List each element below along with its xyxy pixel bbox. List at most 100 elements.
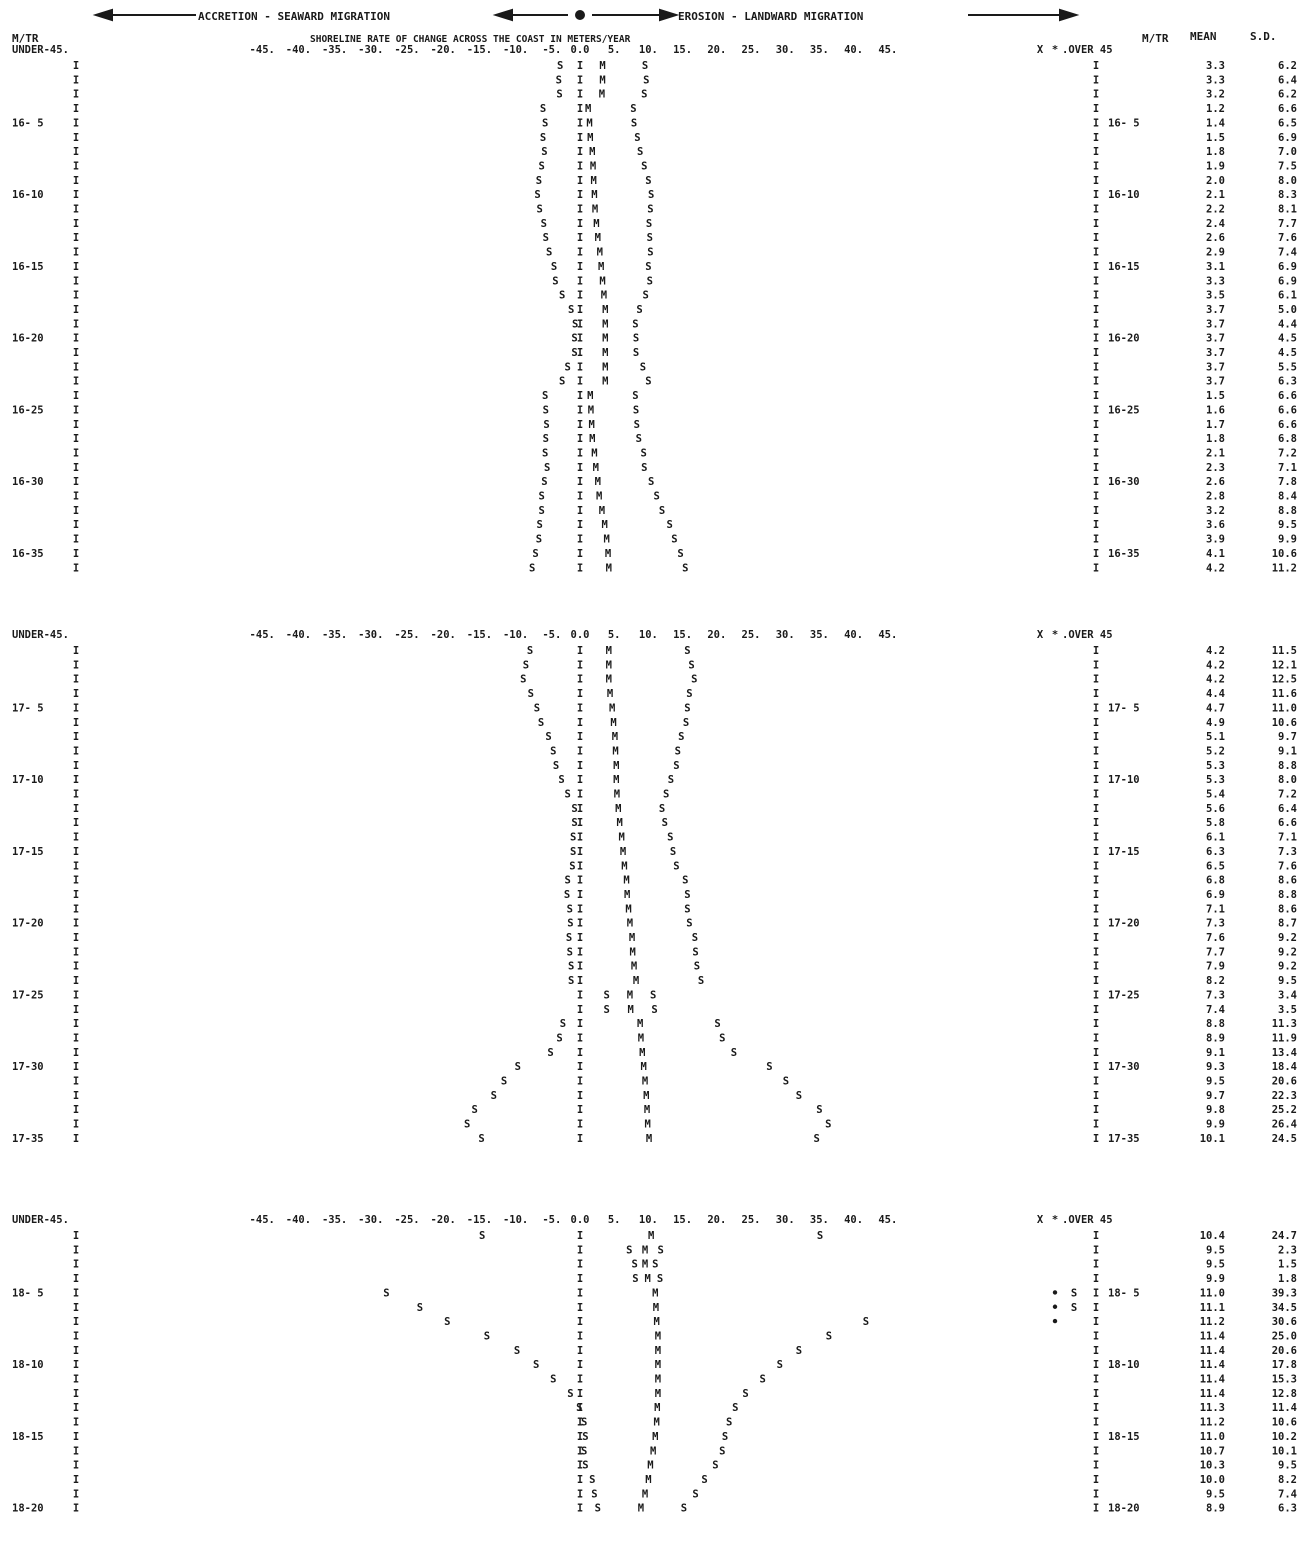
axis-i-left: I xyxy=(73,261,79,273)
mean-point: M xyxy=(606,674,612,686)
zero-line-i: I xyxy=(577,117,583,129)
zero-line-i: I xyxy=(577,789,583,801)
sd-low-point: S xyxy=(559,376,565,388)
axis-tick-label: 10. xyxy=(639,44,658,56)
axis-i-right: I xyxy=(1093,1316,1099,1328)
mean-value: 7.7 xyxy=(1206,946,1225,958)
stat-columns: 3.3 6.2 3.3 6.4 3.2 6.2 1.2 6.6 1.4 6.5 1.5 6.9 1.8 7… xyxy=(1200,60,1297,1515)
sd-high-point: S xyxy=(659,803,665,815)
zero-line-i: I xyxy=(577,261,583,273)
mean-point: M xyxy=(627,918,633,930)
sd-value: 6.8 xyxy=(1278,433,1297,445)
sd-value: 39.3 xyxy=(1272,1287,1297,1299)
sd-high-point: S xyxy=(759,1374,765,1386)
sd-low-point: S xyxy=(567,903,573,915)
zero-line-i: I xyxy=(577,1503,583,1515)
sd-high-point: S xyxy=(686,688,692,700)
sd-low-point: S xyxy=(582,1431,588,1443)
sd-value: 3.5 xyxy=(1278,1004,1297,1016)
sd-low-point: S xyxy=(539,491,545,503)
sd-value: 24.7 xyxy=(1272,1230,1297,1242)
sd-high-point: S xyxy=(719,1445,725,1457)
axis-i-right: I xyxy=(1093,645,1099,657)
mean-value: 5.4 xyxy=(1206,789,1225,801)
sd-low-point: S xyxy=(571,803,577,815)
axis-i-right: I xyxy=(1093,1374,1099,1386)
axis-i-right: I xyxy=(1093,932,1099,944)
sd-high-point: S xyxy=(630,103,636,115)
axis-tick-label: -40. xyxy=(286,1214,311,1226)
sd-low-point: S xyxy=(604,989,610,1001)
sd-low-point: S xyxy=(523,659,529,671)
axis-tick-label: -5. xyxy=(542,629,561,641)
mean-value: 8.2 xyxy=(1206,975,1225,987)
row-label-right: 16-15 xyxy=(1108,261,1140,273)
axis-i-left: I xyxy=(73,702,79,714)
sd-value: 6.2 xyxy=(1278,89,1297,101)
axis-i-left: I xyxy=(73,1104,79,1116)
mean-point: M xyxy=(597,247,603,259)
axis-i-right: I xyxy=(1093,1402,1099,1414)
zero-line-i: I xyxy=(577,433,583,445)
sd-value: 8.0 xyxy=(1278,175,1297,187)
mean-value: 3.7 xyxy=(1206,333,1225,345)
zero-line-i: I xyxy=(577,476,583,488)
zero-line-i: I xyxy=(577,659,583,671)
sd-low-point: S xyxy=(581,1445,587,1457)
mean-point: M xyxy=(591,175,597,187)
axis-i-left: I xyxy=(73,789,79,801)
zero-line-i: I xyxy=(577,1259,583,1271)
mean-value: 9.3 xyxy=(1206,1061,1225,1073)
row-label-left: 16-15 xyxy=(12,261,44,273)
axis-i-right: I xyxy=(1093,717,1099,729)
sd-low-point: S xyxy=(569,860,575,872)
sd-value: 7.1 xyxy=(1278,462,1297,474)
sd-value: 8.8 xyxy=(1278,505,1297,517)
axis-tick-label: * xyxy=(1052,629,1058,641)
overflow-dot xyxy=(1052,1318,1058,1324)
sd-high-point: S xyxy=(681,1503,687,1515)
mean-point: M xyxy=(602,304,608,316)
zero-line-i: I xyxy=(577,1417,583,1429)
row-label-right: 17-15 xyxy=(1108,846,1140,858)
axis-tick-label: X xyxy=(1037,44,1044,56)
mean-point: M xyxy=(645,1119,651,1131)
sd-value: 7.6 xyxy=(1278,860,1297,872)
sd-value: 6.5 xyxy=(1278,117,1297,129)
row-labels: 16- 5 16- 5 16-10 16-10 16-15 16-15 16-20 16-20… xyxy=(12,117,1140,1514)
axis-tick-label: -5. xyxy=(542,44,561,56)
sd-high-point: S xyxy=(646,218,652,230)
axis-i-left: I xyxy=(73,961,79,973)
sd-high-point: S xyxy=(731,1047,737,1059)
axis-i-left: I xyxy=(73,846,79,858)
axis-tick-label: -30. xyxy=(358,629,383,641)
axis-i-left: I xyxy=(73,1090,79,1102)
sd-high-point: S xyxy=(766,1061,772,1073)
sd-value: 11.3 xyxy=(1272,1018,1297,1030)
sd-high-point: S xyxy=(634,419,640,431)
sd-high-point: S xyxy=(652,1259,658,1271)
zero-line-i: I xyxy=(577,1244,583,1256)
sd-high-point: S xyxy=(688,659,694,671)
axis-i-left: I xyxy=(73,975,79,987)
sd-low-point: S xyxy=(527,645,533,657)
sd-value: 8.8 xyxy=(1278,760,1297,772)
axis-i-right: I xyxy=(1093,218,1099,230)
sd-high-point: S xyxy=(648,476,654,488)
axis-i-left: I xyxy=(73,476,79,488)
axis-tick-label: -15. xyxy=(467,1214,492,1226)
sd-value: 6.4 xyxy=(1278,74,1297,86)
sd-value: 9.2 xyxy=(1278,946,1297,958)
sd-value: 8.6 xyxy=(1278,903,1297,915)
arrow-right-icon xyxy=(659,8,680,22)
mean-value: 8.8 xyxy=(1206,1018,1225,1030)
axis-i-left: I xyxy=(73,275,79,287)
sd-low-point: S xyxy=(556,89,562,101)
axis-i-left: I xyxy=(73,132,79,144)
axis-i-right: I xyxy=(1093,1388,1099,1400)
axis-i-left: I xyxy=(73,1330,79,1342)
sd-value: 5.0 xyxy=(1278,304,1297,316)
sd-low-point: S xyxy=(595,1503,601,1515)
sd-high-point: S xyxy=(647,232,653,244)
axis-i-right: I xyxy=(1093,333,1099,345)
